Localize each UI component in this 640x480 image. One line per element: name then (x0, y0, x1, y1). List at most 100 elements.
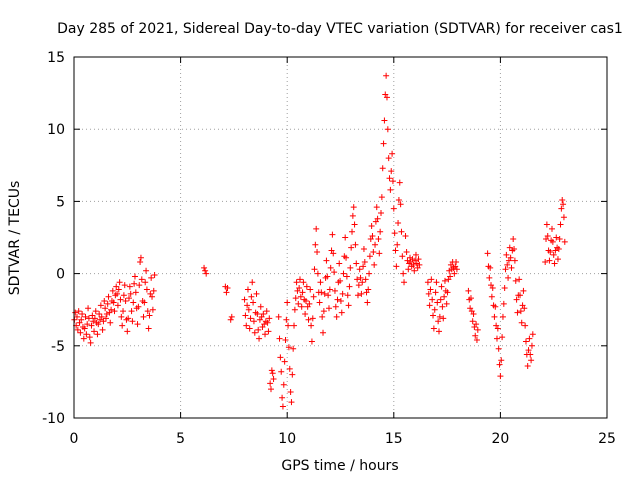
data-point (345, 302, 352, 309)
data-point (250, 299, 257, 306)
data-point (332, 303, 339, 310)
data-point (77, 329, 84, 336)
data-point (129, 318, 136, 325)
data-point (278, 368, 285, 375)
data-point (496, 361, 503, 368)
x-tick-label: 5 (176, 431, 185, 447)
data-point (431, 306, 438, 313)
data-point (330, 250, 337, 257)
data-point (370, 248, 377, 255)
data-point (402, 233, 409, 240)
data-point (372, 241, 379, 248)
data-point (203, 270, 210, 277)
data-point (285, 344, 292, 351)
data-point (500, 300, 507, 307)
data-point (399, 253, 406, 260)
data-point (560, 201, 567, 208)
data-point (117, 296, 124, 303)
data-point (305, 316, 312, 323)
data-point (349, 228, 356, 235)
data-point (392, 247, 399, 254)
data-point (379, 165, 386, 172)
data-point (337, 298, 344, 305)
data-point (360, 246, 367, 253)
data-point (558, 205, 565, 212)
data-point (374, 215, 381, 222)
data-point (453, 266, 460, 273)
data-point (102, 305, 109, 312)
data-point (86, 334, 93, 341)
data-point (451, 270, 458, 277)
data-point (393, 263, 400, 270)
data-point (245, 306, 252, 313)
data-point (151, 272, 158, 279)
data-point (137, 254, 144, 261)
data-point (255, 326, 262, 333)
data-point (280, 381, 287, 388)
data-point (329, 231, 336, 238)
data-points (71, 72, 568, 410)
data-point (83, 331, 90, 338)
data-point (473, 321, 480, 328)
data-point (520, 287, 527, 294)
data-point (362, 276, 369, 283)
data-point (516, 276, 523, 283)
data-point (253, 290, 260, 297)
x-tick-label: 25 (598, 431, 616, 447)
data-point (554, 256, 561, 263)
data-point (104, 300, 111, 307)
data-point (326, 286, 333, 293)
data-point (131, 280, 138, 287)
data-point (126, 283, 133, 290)
data-point (366, 270, 373, 277)
data-point (242, 312, 249, 319)
data-point (149, 293, 156, 300)
y-tick-label: -5 (51, 339, 65, 355)
data-point (529, 331, 536, 338)
data-point (351, 221, 358, 228)
data-point (503, 251, 510, 258)
data-point (499, 313, 506, 320)
data-point (267, 386, 274, 393)
data-point (99, 326, 106, 333)
grid-lines (74, 57, 607, 418)
data-point (140, 313, 147, 320)
data-point (286, 365, 293, 372)
data-point (543, 221, 550, 228)
data-point (353, 260, 360, 267)
x-axis-label: GPS time / hours (281, 458, 398, 474)
data-point (354, 292, 361, 299)
data-point (385, 155, 392, 162)
data-point (439, 303, 446, 310)
y-tick-labels: -10 -5 0 5 10 15 (42, 50, 65, 427)
data-point (410, 261, 417, 268)
data-point (527, 351, 534, 358)
data-point (137, 259, 144, 266)
data-point (394, 241, 401, 248)
data-point (314, 270, 321, 277)
data-point (101, 298, 108, 305)
data-point (269, 370, 276, 377)
data-point (376, 250, 383, 257)
data-point (401, 279, 408, 286)
data-point (397, 201, 404, 208)
data-point (120, 292, 127, 299)
data-point (441, 293, 448, 300)
data-point (491, 313, 498, 320)
data-point (89, 312, 96, 319)
data-point (512, 277, 519, 284)
data-point (505, 274, 512, 281)
data-point (119, 322, 126, 329)
data-point (150, 287, 157, 294)
data-point (78, 316, 85, 323)
data-point (495, 345, 502, 352)
data-point (366, 253, 373, 260)
data-point (262, 331, 269, 338)
data-point (437, 296, 444, 303)
data-point (498, 357, 505, 364)
data-point (389, 178, 396, 185)
data-point (247, 315, 254, 322)
data-point (148, 274, 155, 281)
data-point (383, 94, 390, 101)
data-point (327, 264, 334, 271)
